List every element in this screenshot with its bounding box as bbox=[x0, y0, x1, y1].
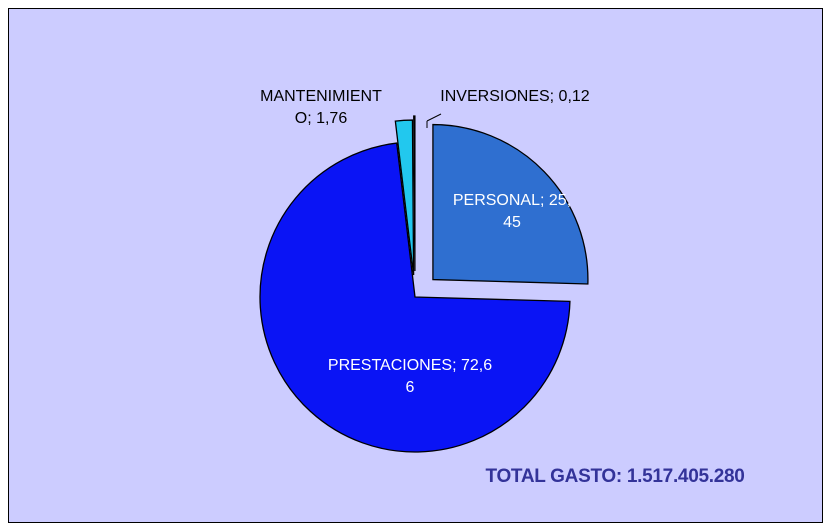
data-label: MANTENIMIENTO; 1,76 bbox=[260, 88, 382, 127]
data-label: PERSONAL; 25,45 bbox=[452, 192, 572, 231]
pie-slice bbox=[394, 119, 415, 276]
total-annotation: TOTAL GASTO: 1.517.405.280 bbox=[485, 466, 745, 487]
data-label: PRESTACIONES; 72,66 bbox=[327, 357, 493, 396]
pie-slice bbox=[432, 123, 589, 285]
pie-slice bbox=[259, 142, 571, 453]
leader-line bbox=[426, 113, 442, 122]
slices bbox=[259, 115, 589, 453]
data-label: INVERSIONES; 0,12 bbox=[440, 88, 590, 105]
pie-slice bbox=[413, 115, 416, 272]
